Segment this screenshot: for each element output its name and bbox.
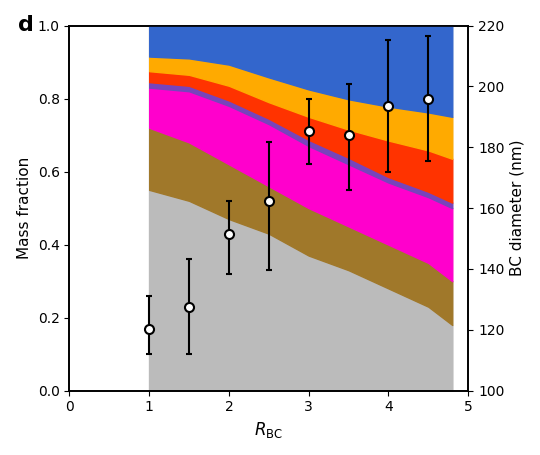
Bar [149, 25, 453, 391]
Text: d: d [18, 15, 33, 35]
Y-axis label: BC diameter (nm): BC diameter (nm) [510, 140, 525, 276]
Y-axis label: Mass fraction: Mass fraction [17, 157, 32, 259]
X-axis label: $R_{\mathrm{BC}}$: $R_{\mathrm{BC}}$ [254, 420, 284, 440]
